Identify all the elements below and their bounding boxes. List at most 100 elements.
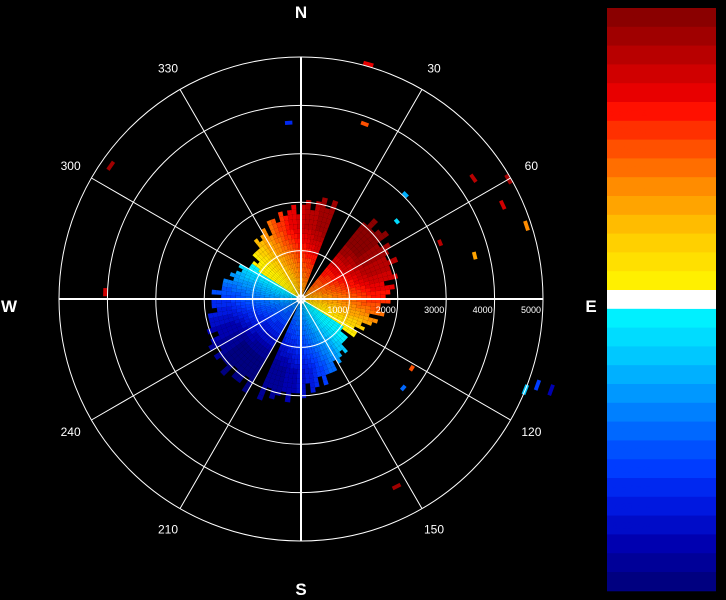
echo-cell-873 (305, 339, 309, 345)
echo-cell-639 (314, 308, 320, 312)
echo-cell-1817 (274, 227, 280, 234)
echo-cell-555 (312, 302, 318, 305)
legend-swatch-2 (607, 45, 716, 65)
echo-cell-1747 (281, 267, 286, 273)
echo-cell-1174 (261, 334, 267, 341)
echo-cell-293 (345, 271, 351, 276)
echo-cell-837 (307, 329, 311, 335)
echo-cell-1380 (219, 319, 226, 326)
echo-cell-974 (288, 373, 294, 379)
echo-cell-119 (304, 282, 308, 288)
echo-cell-1529 (269, 292, 275, 295)
echo-cell-353 (348, 279, 354, 284)
echo-cell-1255 (254, 326, 260, 332)
echo-cell-1359 (225, 322, 231, 328)
echo-cell-948 (296, 339, 299, 345)
echo-cell-1754 (262, 238, 269, 245)
echo-cell-1600 (289, 293, 295, 297)
echo-cell-1830 (283, 245, 288, 251)
echo-cell-67 (308, 244, 313, 250)
echo-cell-1798 (274, 237, 280, 244)
echo-cell-784 (307, 314, 310, 320)
echo-cell-192 (343, 252, 350, 259)
echo-cell-521 (375, 306, 381, 312)
echo-cell-917 (301, 378, 306, 384)
echo-cell-1413 (241, 307, 247, 312)
echo-cell-1316 (250, 319, 256, 325)
echo-cell-170 (341, 250, 348, 257)
legend-swatch-26 (607, 496, 716, 517)
echo-cell-1119 (251, 363, 258, 371)
echo-cell-488 (380, 299, 386, 304)
echo-cell-1262 (225, 345, 233, 352)
echo-cell-413 (360, 285, 366, 290)
echo-cell-215 (356, 245, 364, 252)
echo-cell-1216 (253, 334, 260, 340)
echo-cell-139 (305, 289, 310, 294)
echo-cell-1876 (296, 267, 299, 273)
echo-cell-1551 (241, 283, 248, 288)
echo-cell-1709 (263, 255, 270, 262)
echo-cell-858 (309, 353, 314, 359)
echo-cell-171 (344, 246, 351, 253)
echo-cell-956 (292, 378, 297, 384)
echo-cell-130 (321, 232, 327, 238)
echo-cell-1179 (244, 352, 251, 359)
echo-cell-1194 (256, 336, 262, 342)
echo-cell-1128 (278, 323, 283, 329)
echo-cell-1405 (279, 301, 285, 304)
echo-cell-815 (304, 310, 307, 316)
echo-cell-1032 (279, 361, 285, 367)
echo-cell-1504 (226, 291, 232, 296)
echo-cell-527 (327, 303, 333, 306)
echo-cell-1391 (256, 307, 262, 311)
echo-cell-1117 (256, 355, 263, 362)
echo-cell-1677 (281, 280, 286, 285)
echo-cell-1510 (284, 296, 290, 298)
echo-cell-1362 (211, 326, 218, 333)
echo-cell-169 (338, 254, 344, 260)
legend-swatch-24 (607, 459, 716, 479)
echo-cell-1166 (289, 307, 293, 312)
echo-cell-560 (335, 308, 341, 312)
echo-cell-32 (304, 228, 309, 235)
echo-cell-1356 (238, 317, 245, 323)
legend-label-10: 3.33m/s (608, 201, 648, 213)
echo-cell-1901 (294, 233, 298, 239)
echo-cell-503 (365, 302, 372, 307)
echo-cell-1691 (278, 275, 284, 281)
echo-cell-443 (332, 295, 338, 298)
echo-cell-1569 (233, 277, 239, 283)
echo-cell-111 (317, 231, 323, 237)
echo-cell-1115 (262, 347, 269, 354)
echo-cell-186 (323, 273, 328, 278)
echo-cell-295 (353, 266, 360, 272)
echo-cell-1075 (266, 371, 273, 379)
echo-cell-1340 (230, 324, 237, 330)
echo-cell-122 (309, 269, 313, 275)
echo-cell-1310 (276, 307, 282, 312)
echo-cell-1087 (281, 325, 286, 331)
echo-cell-525 (317, 301, 323, 304)
echo-cell-674 (312, 310, 318, 315)
echo-cell-1416 (226, 309, 233, 315)
echo-cell-1045 (289, 323, 293, 329)
echo-cell-1778 (284, 265, 289, 271)
echo-cell-965 (295, 330, 298, 336)
echo-cell-1434 (231, 305, 237, 310)
echo-cell-1874 (297, 277, 300, 283)
echo-cell-1823 (294, 277, 297, 283)
echo-cell-523 (308, 300, 313, 302)
echo-cell-872 (304, 334, 308, 340)
echo-cell-1004 (292, 324, 296, 330)
echo-cell-1026 (288, 333, 292, 339)
echo-cell-1809 (287, 264, 292, 270)
echo-cell-1398 (222, 314, 229, 320)
echo-cell-727 (315, 320, 320, 326)
echo-cell-326 (320, 288, 326, 292)
echo-cell-1017 (276, 385, 283, 392)
echo-cell-290 (332, 278, 338, 283)
echo-cell-1074 (268, 367, 275, 374)
echo-cell-673 (309, 307, 314, 311)
echo-cell-1775 (291, 279, 295, 284)
